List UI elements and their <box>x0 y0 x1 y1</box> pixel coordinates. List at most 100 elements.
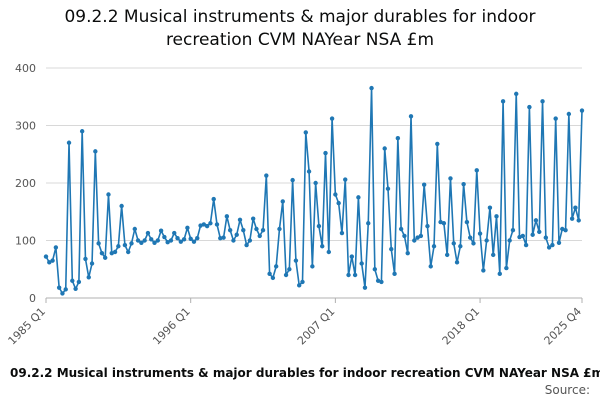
data-point[interactable] <box>66 140 72 145</box>
data-point[interactable] <box>135 238 141 243</box>
data-point[interactable] <box>214 222 220 227</box>
data-point[interactable] <box>60 291 65 296</box>
data-point[interactable] <box>270 275 276 281</box>
data-point[interactable] <box>553 116 558 121</box>
data-point[interactable] <box>306 169 312 174</box>
data-point[interactable] <box>204 223 210 229</box>
data-point[interactable] <box>250 216 256 221</box>
data-point[interactable] <box>563 227 568 233</box>
data-point[interactable] <box>379 279 384 285</box>
data-point[interactable] <box>556 240 562 245</box>
data-point[interactable] <box>63 287 68 292</box>
data-point[interactable] <box>158 228 164 233</box>
data-point[interactable] <box>329 116 335 121</box>
data-point[interactable] <box>346 272 351 278</box>
data-point[interactable] <box>316 223 322 229</box>
data-point[interactable] <box>372 267 378 272</box>
data-point[interactable] <box>267 271 272 277</box>
data-point[interactable] <box>129 241 134 246</box>
data-point[interactable] <box>323 150 328 156</box>
data-point[interactable] <box>527 104 532 110</box>
data-point[interactable] <box>191 239 197 244</box>
data-point[interactable] <box>523 242 529 248</box>
data-point[interactable] <box>336 200 341 206</box>
data-point[interactable] <box>326 249 331 255</box>
data-point[interactable] <box>53 245 59 250</box>
data-point[interactable] <box>448 176 453 181</box>
data-point[interactable] <box>257 233 262 239</box>
data-point[interactable] <box>155 238 160 243</box>
data-point[interactable] <box>178 239 184 244</box>
data-point[interactable] <box>290 177 295 183</box>
data-point[interactable] <box>310 264 315 269</box>
data-point[interactable] <box>395 135 401 141</box>
data-point[interactable] <box>303 130 308 135</box>
data-point[interactable] <box>533 218 539 223</box>
data-point[interactable] <box>435 141 440 147</box>
data-point[interactable] <box>415 235 420 240</box>
data-point[interactable] <box>408 114 414 119</box>
data-point[interactable] <box>484 238 489 243</box>
data-point[interactable] <box>468 235 473 240</box>
data-point[interactable] <box>359 261 364 266</box>
data-point[interactable] <box>418 233 424 239</box>
data-point[interactable] <box>247 238 253 243</box>
data-point[interactable] <box>287 267 292 272</box>
data-point[interactable] <box>208 221 213 226</box>
data-point[interactable] <box>264 173 269 178</box>
data-point[interactable] <box>428 264 433 269</box>
data-point[interactable] <box>260 227 266 233</box>
data-point[interactable] <box>366 221 371 226</box>
data-point[interactable] <box>471 241 476 246</box>
data-point[interactable] <box>116 244 121 249</box>
data-point[interactable] <box>102 255 108 260</box>
data-point[interactable] <box>569 216 575 221</box>
data-point[interactable] <box>540 99 545 104</box>
data-point[interactable] <box>145 230 151 236</box>
data-point[interactable] <box>369 85 374 91</box>
data-point[interactable] <box>234 232 239 237</box>
data-point[interactable] <box>132 226 137 232</box>
data-point[interactable] <box>142 238 147 243</box>
data-point[interactable] <box>504 265 509 271</box>
data-point[interactable] <box>566 111 572 117</box>
data-point[interactable] <box>139 240 144 245</box>
data-point[interactable] <box>497 271 502 277</box>
data-point[interactable] <box>218 236 223 241</box>
data-point[interactable] <box>477 231 483 236</box>
data-point[interactable] <box>79 129 85 134</box>
data-point[interactable] <box>494 214 499 219</box>
data-point[interactable] <box>50 258 55 263</box>
data-point[interactable] <box>181 237 187 242</box>
data-point[interactable] <box>444 252 450 258</box>
data-point[interactable] <box>96 241 101 246</box>
data-point[interactable] <box>297 283 302 288</box>
data-point[interactable] <box>56 285 62 290</box>
data-point[interactable] <box>89 261 95 266</box>
data-point[interactable] <box>576 218 581 223</box>
data-point[interactable] <box>211 196 216 202</box>
data-point[interactable] <box>165 240 170 245</box>
data-point[interactable] <box>254 226 259 232</box>
data-point[interactable] <box>86 275 91 280</box>
data-point[interactable] <box>385 186 391 191</box>
data-point[interactable] <box>500 99 506 104</box>
data-point[interactable] <box>487 205 493 210</box>
data-point[interactable] <box>362 285 368 290</box>
data-point[interactable] <box>405 250 410 256</box>
data-point[interactable] <box>195 236 200 241</box>
data-point[interactable] <box>119 203 124 209</box>
data-point[interactable] <box>579 108 585 113</box>
data-point[interactable] <box>421 182 427 187</box>
data-point[interactable] <box>70 278 75 283</box>
data-point[interactable] <box>441 221 447 226</box>
data-point[interactable] <box>481 268 486 273</box>
data-point[interactable] <box>175 236 180 241</box>
data-point[interactable] <box>162 234 167 240</box>
data-point[interactable] <box>464 219 470 225</box>
data-point[interactable] <box>461 181 466 187</box>
data-point[interactable] <box>352 272 358 278</box>
data-point[interactable] <box>185 225 190 231</box>
data-point[interactable] <box>530 232 535 237</box>
data-point[interactable] <box>73 286 78 291</box>
